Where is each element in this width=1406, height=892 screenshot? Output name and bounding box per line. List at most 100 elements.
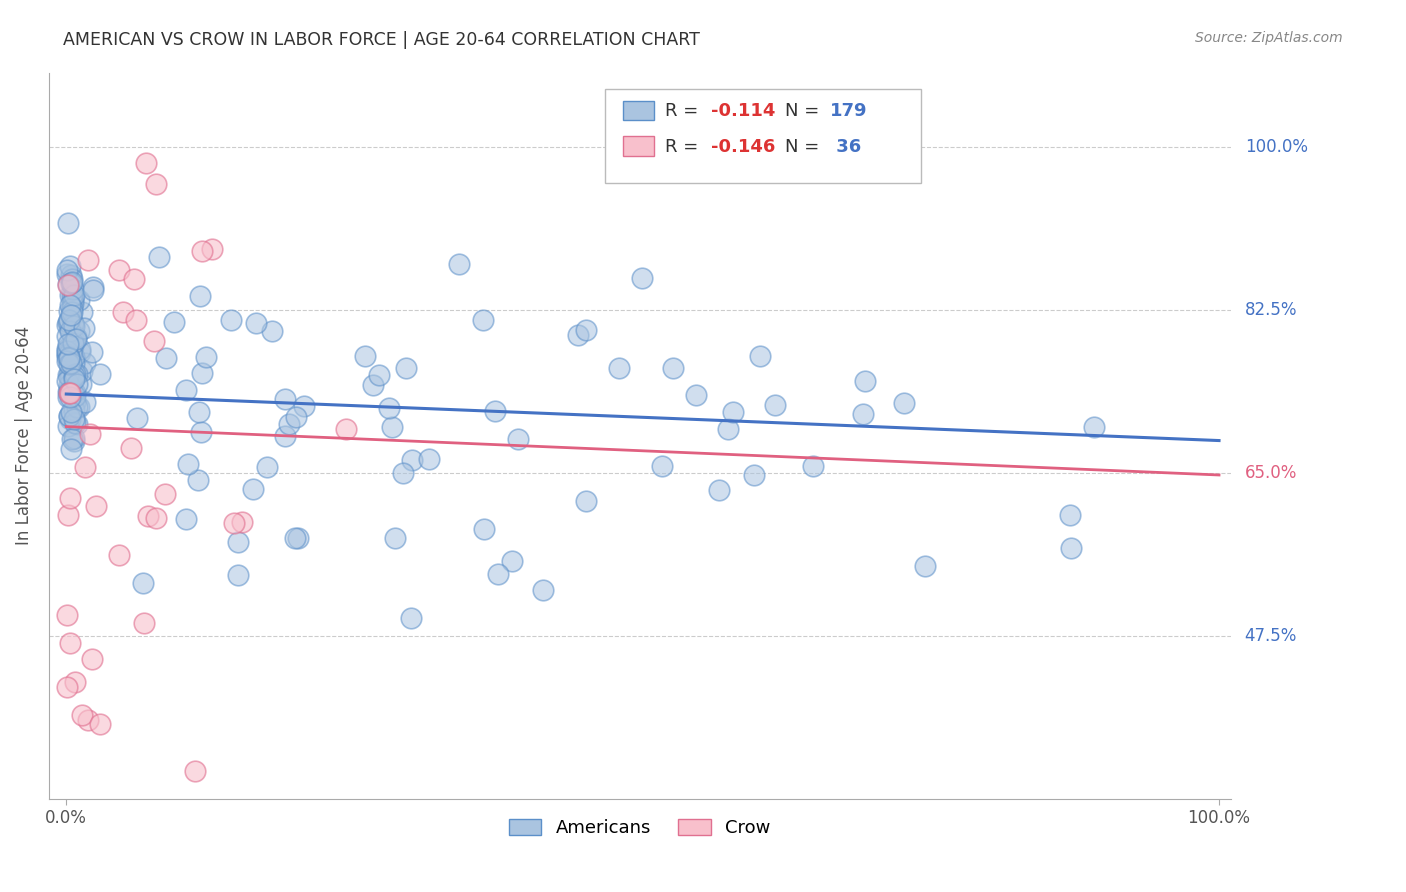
Point	[58, 339, 80, 353]
Text: R =: R =	[665, 102, 704, 120]
Point	[63, 412, 86, 426]
Point	[70, 707, 93, 722]
Point	[174, 383, 197, 397]
Point	[63, 392, 86, 407]
Point	[893, 396, 915, 410]
Point	[145, 511, 167, 525]
Point	[748, 349, 770, 363]
Point	[274, 429, 297, 443]
Point	[59, 324, 82, 338]
Point	[685, 387, 707, 401]
Point	[148, 251, 170, 265]
Point	[472, 522, 495, 536]
Point	[62, 331, 84, 345]
Point	[62, 350, 84, 364]
Point	[486, 566, 509, 581]
Point	[89, 716, 111, 731]
Point	[155, 351, 177, 365]
Point	[651, 458, 673, 473]
Point	[501, 554, 523, 568]
Point	[378, 401, 401, 415]
Point	[256, 459, 278, 474]
Point	[631, 271, 654, 285]
Point	[76, 253, 98, 268]
Point	[63, 319, 86, 334]
Point	[58, 378, 80, 392]
Point	[136, 508, 159, 523]
Point	[285, 410, 308, 425]
Text: 100.0%: 100.0%	[1244, 138, 1308, 156]
Point	[67, 401, 90, 415]
Point	[80, 652, 103, 666]
Point	[56, 375, 79, 389]
Point	[66, 368, 89, 382]
Point	[56, 216, 79, 230]
Point	[73, 459, 96, 474]
Point	[58, 409, 80, 423]
Point	[219, 313, 242, 327]
Text: 47.5%: 47.5%	[1244, 627, 1298, 645]
Point	[84, 499, 107, 513]
Point	[62, 317, 84, 331]
Point	[89, 367, 111, 381]
Point	[132, 615, 155, 630]
Point	[742, 467, 765, 482]
Point	[65, 330, 87, 344]
Point	[56, 508, 79, 522]
Point	[381, 420, 404, 434]
Point	[65, 332, 87, 346]
Point	[60, 301, 83, 315]
Point	[353, 349, 375, 363]
Point	[58, 277, 80, 291]
Point	[62, 292, 84, 306]
Point	[707, 483, 730, 498]
Point	[260, 324, 283, 338]
Text: -0.146: -0.146	[711, 138, 776, 156]
Point	[226, 534, 249, 549]
Point	[287, 532, 309, 546]
Point	[575, 493, 598, 508]
Point	[63, 372, 86, 386]
Point	[58, 491, 80, 505]
Point	[58, 383, 80, 397]
Point	[284, 531, 307, 545]
Point	[1059, 508, 1081, 522]
Point	[384, 531, 406, 545]
Point	[399, 611, 422, 625]
Point	[69, 342, 91, 356]
Point	[62, 317, 84, 331]
Point	[56, 315, 79, 329]
Point	[163, 315, 186, 329]
Point	[56, 368, 79, 383]
Text: R =: R =	[665, 138, 704, 156]
Point	[82, 283, 104, 297]
Point	[56, 343, 79, 357]
Point	[120, 441, 142, 455]
Point	[59, 386, 82, 401]
Text: -0.114: -0.114	[711, 102, 776, 120]
Point	[188, 289, 211, 303]
Text: AMERICAN VS CROW IN LABOR FORCE | AGE 20-64 CORRELATION CHART: AMERICAN VS CROW IN LABOR FORCE | AGE 20…	[63, 31, 700, 49]
Point	[190, 366, 212, 380]
Point	[60, 340, 83, 354]
Point	[58, 351, 80, 365]
Point	[60, 325, 83, 339]
Point	[73, 355, 96, 369]
Point	[531, 583, 554, 598]
Point	[108, 548, 131, 562]
Point	[59, 376, 82, 391]
Point	[58, 386, 80, 401]
Point	[56, 346, 79, 360]
Point	[195, 351, 218, 365]
Point	[60, 347, 83, 361]
Point	[77, 713, 100, 727]
Point	[62, 295, 84, 310]
Point	[132, 576, 155, 591]
Point	[58, 351, 80, 365]
Point	[56, 681, 79, 695]
Point	[231, 515, 253, 529]
Point	[63, 288, 86, 302]
Point	[56, 318, 79, 332]
Point	[56, 267, 79, 281]
Point	[567, 328, 589, 343]
